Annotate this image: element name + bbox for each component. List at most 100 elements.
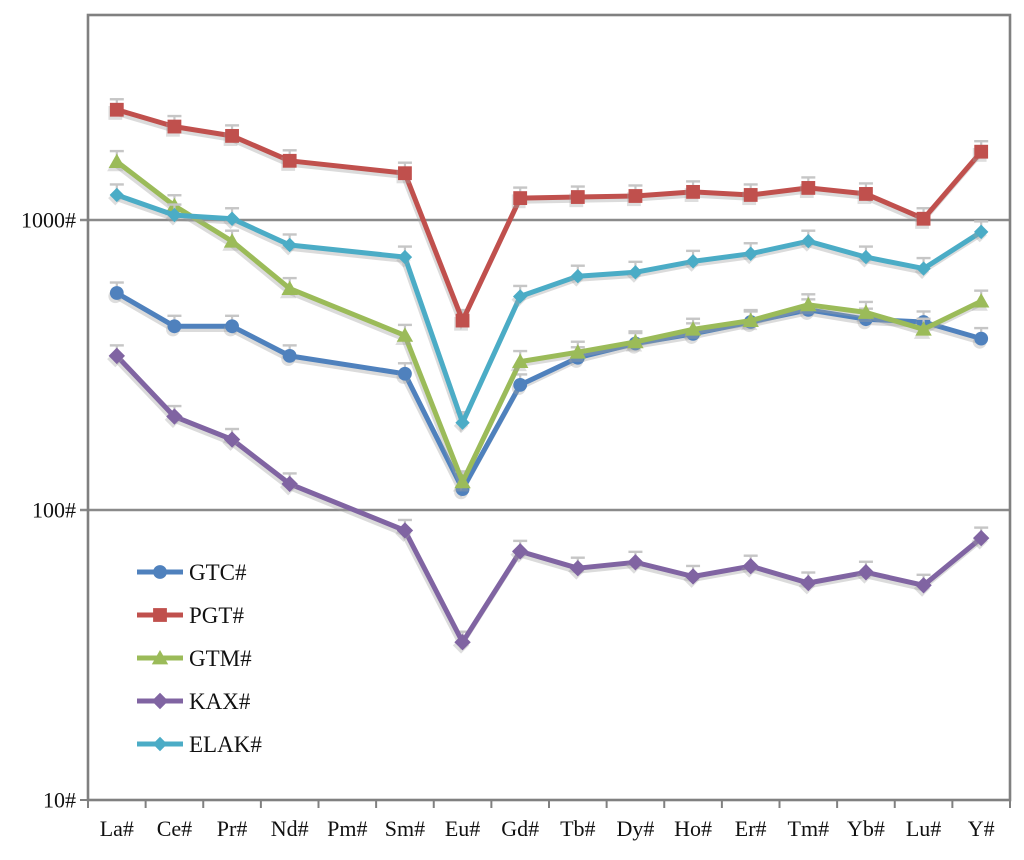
x-axis-label-Er: Er# — [735, 816, 767, 841]
data-point-marker — [972, 293, 990, 308]
data-point-marker — [109, 187, 125, 203]
data-point-marker — [167, 207, 182, 223]
legend-label: PGT# — [189, 603, 244, 628]
data-point-marker — [281, 280, 298, 296]
series-GTC — [108, 281, 989, 500]
data-point-marker — [858, 249, 874, 265]
legend-marker — [151, 650, 169, 665]
data-point-marker — [282, 348, 297, 363]
legend-label: KAX# — [189, 689, 251, 714]
data-point-marker — [800, 296, 817, 312]
series-line — [114, 354, 983, 645]
series-line-shadow — [113, 357, 982, 651]
data-point-marker — [455, 415, 470, 430]
x-axis-label-Nd: Nd# — [271, 816, 309, 841]
data-point-marker — [801, 181, 816, 195]
data-point-marker — [167, 119, 182, 134]
data-point-marker — [857, 564, 875, 581]
data-point-marker — [454, 473, 471, 489]
series-line-shadow — [114, 110, 982, 331]
data-point-marker — [857, 304, 875, 319]
data-point-marker — [398, 166, 412, 181]
legend-item-KAX: KAX# — [137, 689, 251, 714]
legend-label: ELAK# — [189, 732, 262, 757]
y-axis-label-10: 10# — [43, 788, 76, 813]
data-point-marker — [628, 265, 643, 280]
data-point-marker — [916, 261, 931, 276]
data-point-marker — [281, 475, 298, 493]
data-point-marker — [511, 353, 529, 368]
data-point-marker — [800, 574, 817, 592]
data-point-marker — [108, 153, 126, 168]
data-point-marker — [224, 211, 240, 226]
x-axis-label-Sm: Sm# — [385, 816, 425, 841]
data-point-marker — [166, 408, 183, 425]
data-point-marker — [685, 254, 701, 269]
x-axis-label-Pm: Pm# — [327, 816, 367, 841]
legend-label: GTC# — [189, 560, 247, 585]
data-point-marker — [686, 184, 700, 199]
data-point-marker — [974, 331, 989, 346]
legend: GTC# PGT# GTM# KAX# ELAK# — [137, 560, 262, 757]
data-point-marker — [398, 366, 412, 381]
legend-marker — [153, 608, 167, 622]
y-axis-labels: 1000# 100# 10# — [21, 208, 76, 813]
data-point-marker — [569, 344, 587, 359]
data-point-marker — [570, 190, 585, 204]
x-axis-ticks — [80, 799, 1011, 808]
data-point-marker — [455, 313, 470, 328]
x-axis-labels: La# Ce# Pr# Nd# Pm# Sm# Eu# Gd# Tb# Dy# Ho# Er# Tm# Y… — [100, 816, 995, 841]
series-layer — [107, 98, 990, 654]
data-point-marker — [742, 558, 759, 575]
data-point-marker — [396, 327, 414, 342]
series-GTM — [107, 149, 990, 492]
x-axis-label-Lu: Lu# — [906, 816, 941, 841]
legend-item-GTC: GTC# — [137, 560, 247, 585]
x-axis-label-Ho: Ho# — [674, 816, 712, 841]
x-axis-label-Pr: Pr# — [217, 816, 248, 841]
x-axis-label-Gd: Gd# — [501, 816, 539, 841]
data-point-marker — [512, 289, 528, 304]
legend-marker — [152, 736, 168, 752]
data-point-marker — [859, 187, 873, 201]
data-point-marker — [916, 211, 931, 226]
data-point-marker — [225, 319, 239, 334]
data-point-marker — [627, 554, 644, 571]
series-line-shadow — [113, 162, 981, 492]
data-point-marker — [454, 634, 471, 651]
data-point-marker — [109, 286, 124, 300]
x-axis-label-Eu: Eu# — [445, 816, 480, 841]
legend-marker — [153, 565, 167, 579]
data-point-marker — [743, 246, 758, 261]
data-point-marker — [397, 249, 413, 265]
data-point-marker — [223, 431, 241, 448]
data-point-marker — [282, 237, 297, 253]
series-line-shadow — [114, 294, 981, 498]
legend-item-PGT: PGT# — [137, 603, 244, 628]
x-axis-label-Ce: Ce# — [157, 816, 192, 841]
data-point-marker — [742, 312, 759, 327]
series-KAX — [107, 344, 990, 654]
data-point-marker — [684, 568, 702, 585]
legend-label: GTM# — [189, 646, 252, 671]
data-point-marker — [973, 224, 989, 240]
data-point-marker — [972, 529, 990, 547]
legend-item-ELAK: ELAK# — [137, 732, 262, 757]
x-axis-label-La: La# — [100, 816, 134, 841]
data-point-marker — [627, 333, 644, 349]
data-point-marker — [225, 128, 239, 143]
data-point-marker — [915, 577, 932, 594]
data-point-marker — [570, 269, 586, 284]
x-axis-label-Tb: Tb# — [560, 816, 595, 841]
series-ELAK — [108, 183, 989, 434]
data-point-marker — [915, 321, 932, 336]
data-point-marker — [223, 233, 241, 248]
data-point-marker — [282, 153, 297, 168]
data-point-marker — [569, 559, 587, 577]
data-point-marker — [108, 347, 126, 365]
data-point-marker — [109, 102, 124, 117]
plot-frame — [86, 13, 1012, 802]
data-point-marker — [801, 234, 816, 249]
data-point-marker — [974, 144, 989, 159]
